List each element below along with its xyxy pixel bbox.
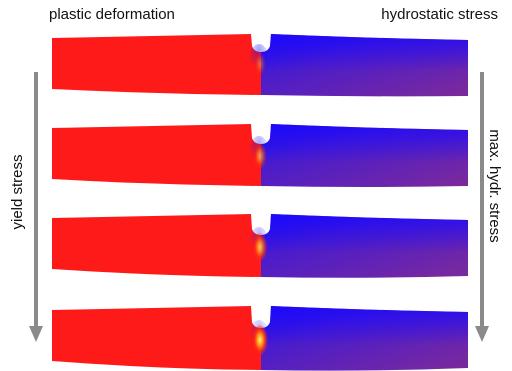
hot-spot-3 <box>252 232 268 262</box>
plastic-half-2 <box>52 124 261 186</box>
max-hydr-stress-label: max. hydr. stress <box>486 129 503 243</box>
plastic-half-4 <box>52 306 261 370</box>
plastic-deformation-header: plastic deformation <box>49 6 175 23</box>
max-hydr-stress-arrow <box>475 72 489 342</box>
hot-spot-1 <box>253 51 267 77</box>
hot-spot-2 <box>253 142 267 170</box>
plastic-half-3 <box>52 214 261 277</box>
hydrostatic-top-band-1 <box>261 34 468 97</box>
plastic-half-1 <box>52 34 261 95</box>
yield-stress-arrow <box>29 72 43 342</box>
hydrostatic-top-band-4 <box>261 306 468 371</box>
yield-stress-label: yield stress <box>9 154 26 230</box>
hot-spot-4 <box>252 324 268 356</box>
hydrostatic-stress-header: hydrostatic stress <box>381 6 498 23</box>
hydrostatic-top-band-3 <box>261 214 468 278</box>
hydrostatic-top-band-2 <box>261 124 468 187</box>
